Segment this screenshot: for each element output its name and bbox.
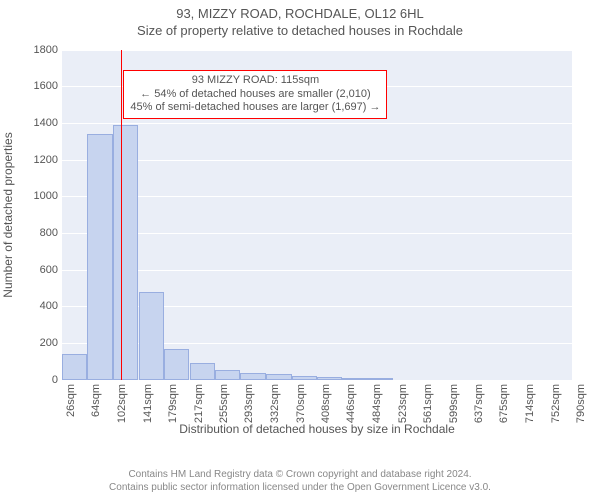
page-title: 93, MIZZY ROAD, ROCHDALE, OL12 6HL <box>0 6 600 23</box>
marker-line <box>121 50 122 380</box>
x-axis-title: Distribution of detached houses by size … <box>62 422 572 436</box>
gridline <box>62 50 572 51</box>
x-tick-label: 26sqm <box>65 384 77 444</box>
x-tick-label: 675sqm <box>498 384 510 444</box>
histogram-bar <box>368 378 393 380</box>
x-tick-label: 255sqm <box>218 384 230 444</box>
caption: Contains HM Land Registry data © Crown c… <box>0 468 600 494</box>
x-tick-label: 217sqm <box>193 384 205 444</box>
histogram-bar <box>266 374 291 380</box>
histogram-bar <box>317 377 342 380</box>
page-subtitle: Size of property relative to detached ho… <box>0 23 600 40</box>
histogram-bar <box>292 376 317 380</box>
x-tick-label: 599sqm <box>448 384 460 444</box>
callout-line-1: 93 MIZZY ROAD: 115sqm <box>130 74 380 88</box>
histogram-bar <box>240 373 265 379</box>
x-tick-label: 523sqm <box>397 384 409 444</box>
x-tick-label: 408sqm <box>320 384 332 444</box>
gridline <box>62 160 572 161</box>
x-tick-label: 102sqm <box>116 384 128 444</box>
y-tick-label: 0 <box>8 374 58 386</box>
y-tick-label: 1200 <box>8 154 58 166</box>
y-tick-label: 600 <box>8 264 58 276</box>
plot-area: 93 MIZZY ROAD: 115sqm← 54% of detached h… <box>62 50 572 380</box>
chart: Number of detached properties 93 MIZZY R… <box>0 40 600 435</box>
gridline <box>62 196 572 197</box>
gridline <box>62 380 572 381</box>
caption-line-1: Contains HM Land Registry data © Crown c… <box>0 468 600 481</box>
histogram-bar <box>113 125 138 380</box>
y-tick-label: 1600 <box>8 80 58 92</box>
x-tick-label: 484sqm <box>371 384 383 444</box>
gridline <box>62 233 572 234</box>
y-tick-label: 1000 <box>8 190 58 202</box>
y-tick-label: 1800 <box>8 44 58 56</box>
x-tick-label: 370sqm <box>295 384 307 444</box>
gridline <box>62 270 572 271</box>
y-tick-label: 200 <box>8 337 58 349</box>
histogram-bar <box>139 292 164 380</box>
histogram-bar <box>215 370 240 380</box>
histogram-bar <box>190 363 215 380</box>
gridline <box>62 123 572 124</box>
histogram-bar <box>342 378 367 380</box>
x-tick-label: 561sqm <box>422 384 434 444</box>
x-tick-label: 64sqm <box>90 384 102 444</box>
x-tick-label: 293sqm <box>243 384 255 444</box>
histogram-bar <box>164 349 189 380</box>
y-tick-label: 1400 <box>8 117 58 129</box>
histogram-bar <box>87 134 112 380</box>
y-tick-label: 800 <box>8 227 58 239</box>
y-tick-label: 400 <box>8 300 58 312</box>
x-tick-label: 141sqm <box>142 384 154 444</box>
callout-line-2: ← 54% of detached houses are smaller (2,… <box>130 88 380 102</box>
x-tick-label: 752sqm <box>550 384 562 444</box>
x-tick-label: 637sqm <box>473 384 485 444</box>
x-tick-label: 179sqm <box>167 384 179 444</box>
callout-line-3: 45% of semi-detached houses are larger (… <box>130 101 380 115</box>
x-tick-label: 446sqm <box>345 384 357 444</box>
caption-line-2: Contains public sector information licen… <box>0 481 600 494</box>
histogram-bar <box>62 354 87 380</box>
x-tick-label: 714sqm <box>524 384 536 444</box>
x-tick-label: 790sqm <box>575 384 587 444</box>
callout-box: 93 MIZZY ROAD: 115sqm← 54% of detached h… <box>123 70 387 119</box>
x-tick-label: 332sqm <box>269 384 281 444</box>
